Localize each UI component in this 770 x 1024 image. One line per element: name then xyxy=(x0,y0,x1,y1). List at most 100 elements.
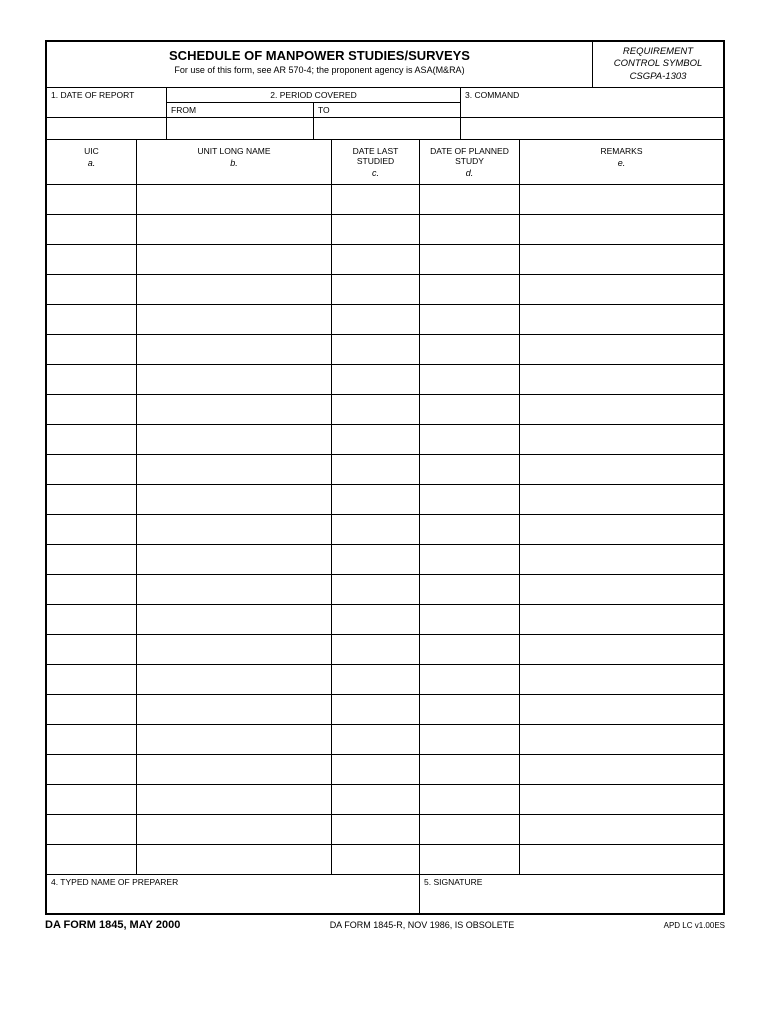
table-cell[interactable] xyxy=(420,215,520,244)
table-cell[interactable] xyxy=(520,245,723,274)
table-cell[interactable] xyxy=(137,665,332,694)
command-value[interactable] xyxy=(461,118,723,139)
table-cell[interactable] xyxy=(137,275,332,304)
period-to-value[interactable] xyxy=(314,118,460,139)
table-cell[interactable] xyxy=(332,605,420,634)
table-cell[interactable] xyxy=(420,545,520,574)
table-cell[interactable] xyxy=(420,275,520,304)
table-cell[interactable] xyxy=(520,845,723,874)
table-cell[interactable] xyxy=(520,695,723,724)
table-cell[interactable] xyxy=(420,605,520,634)
table-cell[interactable] xyxy=(47,245,137,274)
table-cell[interactable] xyxy=(420,635,520,664)
table-cell[interactable] xyxy=(332,695,420,724)
table-cell[interactable] xyxy=(420,815,520,844)
table-cell[interactable] xyxy=(332,305,420,334)
table-cell[interactable] xyxy=(137,245,332,274)
table-cell[interactable] xyxy=(520,425,723,454)
table-cell[interactable] xyxy=(137,335,332,364)
table-cell[interactable] xyxy=(137,215,332,244)
period-from-value[interactable] xyxy=(167,118,314,139)
table-cell[interactable] xyxy=(420,755,520,784)
table-cell[interactable] xyxy=(47,785,137,814)
table-cell[interactable] xyxy=(47,425,137,454)
table-cell[interactable] xyxy=(420,515,520,544)
table-cell[interactable] xyxy=(332,515,420,544)
table-cell[interactable] xyxy=(137,455,332,484)
table-cell[interactable] xyxy=(332,755,420,784)
table-cell[interactable] xyxy=(332,215,420,244)
table-cell[interactable] xyxy=(137,785,332,814)
table-cell[interactable] xyxy=(47,185,137,214)
table-cell[interactable] xyxy=(332,455,420,484)
table-cell[interactable] xyxy=(47,605,137,634)
table-cell[interactable] xyxy=(520,215,723,244)
table-cell[interactable] xyxy=(420,575,520,604)
table-cell[interactable] xyxy=(137,725,332,754)
table-cell[interactable] xyxy=(420,785,520,814)
table-cell[interactable] xyxy=(520,305,723,334)
table-cell[interactable] xyxy=(137,695,332,724)
table-cell[interactable] xyxy=(420,725,520,754)
table-cell[interactable] xyxy=(47,665,137,694)
table-cell[interactable] xyxy=(332,365,420,394)
table-cell[interactable] xyxy=(520,815,723,844)
table-cell[interactable] xyxy=(332,395,420,424)
table-cell[interactable] xyxy=(137,605,332,634)
table-cell[interactable] xyxy=(332,665,420,694)
table-cell[interactable] xyxy=(520,335,723,364)
table-cell[interactable] xyxy=(520,635,723,664)
table-cell[interactable] xyxy=(332,635,420,664)
table-cell[interactable] xyxy=(47,755,137,784)
table-cell[interactable] xyxy=(47,335,137,364)
table-cell[interactable] xyxy=(47,545,137,574)
table-cell[interactable] xyxy=(137,815,332,844)
table-cell[interactable] xyxy=(47,485,137,514)
table-cell[interactable] xyxy=(420,485,520,514)
table-cell[interactable] xyxy=(520,485,723,514)
table-cell[interactable] xyxy=(332,335,420,364)
table-cell[interactable] xyxy=(520,665,723,694)
table-cell[interactable] xyxy=(332,575,420,604)
table-cell[interactable] xyxy=(137,305,332,334)
table-cell[interactable] xyxy=(520,455,723,484)
table-cell[interactable] xyxy=(47,275,137,304)
table-cell[interactable] xyxy=(420,665,520,694)
table-cell[interactable] xyxy=(420,335,520,364)
table-cell[interactable] xyxy=(137,845,332,874)
table-cell[interactable] xyxy=(332,845,420,874)
table-cell[interactable] xyxy=(520,185,723,214)
table-cell[interactable] xyxy=(520,515,723,544)
table-cell[interactable] xyxy=(520,395,723,424)
table-cell[interactable] xyxy=(137,635,332,664)
table-cell[interactable] xyxy=(47,575,137,604)
table-cell[interactable] xyxy=(520,725,723,754)
table-cell[interactable] xyxy=(137,515,332,544)
table-cell[interactable] xyxy=(520,785,723,814)
table-cell[interactable] xyxy=(420,425,520,454)
table-cell[interactable] xyxy=(47,635,137,664)
table-cell[interactable] xyxy=(520,545,723,574)
table-cell[interactable] xyxy=(332,815,420,844)
table-cell[interactable] xyxy=(137,575,332,604)
table-cell[interactable] xyxy=(420,455,520,484)
table-cell[interactable] xyxy=(47,215,137,244)
table-cell[interactable] xyxy=(520,365,723,394)
table-cell[interactable] xyxy=(520,605,723,634)
table-cell[interactable] xyxy=(332,245,420,274)
table-cell[interactable] xyxy=(332,425,420,454)
table-cell[interactable] xyxy=(332,485,420,514)
table-cell[interactable] xyxy=(47,725,137,754)
table-cell[interactable] xyxy=(47,815,137,844)
table-cell[interactable] xyxy=(47,455,137,484)
table-cell[interactable] xyxy=(47,515,137,544)
table-cell[interactable] xyxy=(420,185,520,214)
table-cell[interactable] xyxy=(47,695,137,724)
table-cell[interactable] xyxy=(137,485,332,514)
table-cell[interactable] xyxy=(332,785,420,814)
table-cell[interactable] xyxy=(47,395,137,424)
table-cell[interactable] xyxy=(137,365,332,394)
table-cell[interactable] xyxy=(47,845,137,874)
table-cell[interactable] xyxy=(520,275,723,304)
table-cell[interactable] xyxy=(332,725,420,754)
